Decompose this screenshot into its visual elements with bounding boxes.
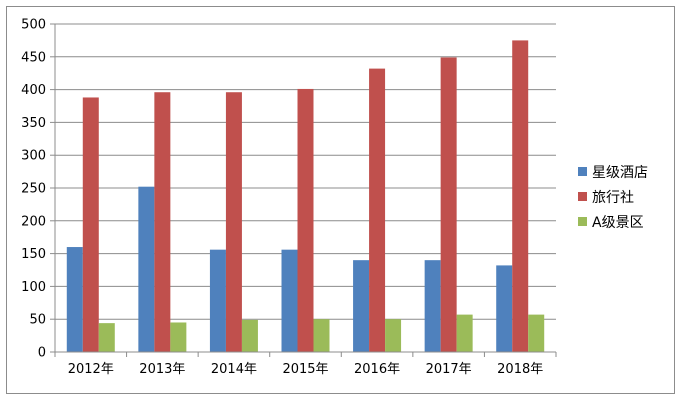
y-tick-label: 0: [38, 346, 46, 361]
bar-旅行社-2015年: [297, 88, 314, 352]
y-tick-labels: 0 50 100 150 200 250 300 350 400 450 500: [21, 18, 46, 361]
bar-旅行社-2016年: [369, 68, 386, 352]
x-tick-labels: 2012年 2013年 2014年 2015年 2016年 2017年 2018年: [68, 362, 544, 377]
y-tick-label: 500: [21, 18, 46, 33]
y-tick-label: 350: [21, 116, 46, 131]
bar-A级景区-2018年: [528, 314, 545, 352]
bar-星级酒店-2017年: [424, 260, 441, 352]
legend-label: 旅行社: [592, 190, 634, 206]
bar-A级景区-2013年: [170, 322, 187, 352]
legend-label: 星级酒店: [592, 165, 648, 181]
x-tick-label: 2012年: [68, 362, 114, 377]
bars: [66, 40, 545, 353]
y-tick-label: 50: [29, 313, 46, 328]
bar-旅行社-2012年: [82, 97, 99, 352]
bar-A级景区-2015年: [313, 319, 330, 352]
legend-label: A级景区: [592, 215, 644, 231]
legend-swatch: [578, 167, 587, 176]
bar-A级景区-2016年: [385, 319, 402, 352]
bar-星级酒店-2015年: [281, 249, 298, 352]
bar-星级酒店-2016年: [353, 260, 370, 352]
legend-swatch: [578, 192, 587, 201]
y-tick-label: 450: [21, 50, 46, 65]
bar-星级酒店-2013年: [138, 186, 155, 352]
legend-swatch: [578, 217, 587, 226]
y-tick-label: 250: [21, 182, 46, 197]
axes: [50, 23, 557, 357]
y-tick-label: 300: [21, 149, 46, 164]
y-tick-label: 100: [21, 280, 46, 295]
bar-旅行社-2018年: [512, 40, 529, 353]
x-tick-label: 2015年: [282, 362, 328, 377]
bar-星级酒店-2014年: [209, 249, 226, 352]
bar-星级酒店-2018年: [496, 265, 513, 352]
bar-旅行社-2013年: [154, 92, 171, 352]
y-tick-label: 200: [21, 214, 46, 229]
y-tick-label: 150: [21, 247, 46, 262]
bar-A级景区-2012年: [98, 323, 115, 352]
x-tick-label: 2018年: [497, 362, 543, 377]
bar-星级酒店-2012年: [66, 247, 83, 352]
bar-旅行社-2014年: [225, 92, 242, 352]
bar-A级景区-2017年: [456, 314, 473, 352]
chart-frame: [6, 6, 675, 394]
x-tick-label: 2013年: [139, 362, 185, 377]
bar-旅行社-2017年: [440, 57, 457, 353]
x-tick-label: 2014年: [211, 362, 257, 377]
bar-A级景区-2014年: [241, 319, 258, 352]
x-tick-label: 2017年: [426, 362, 472, 377]
y-tick-label: 400: [21, 83, 46, 98]
x-tick-label: 2016年: [354, 362, 400, 377]
